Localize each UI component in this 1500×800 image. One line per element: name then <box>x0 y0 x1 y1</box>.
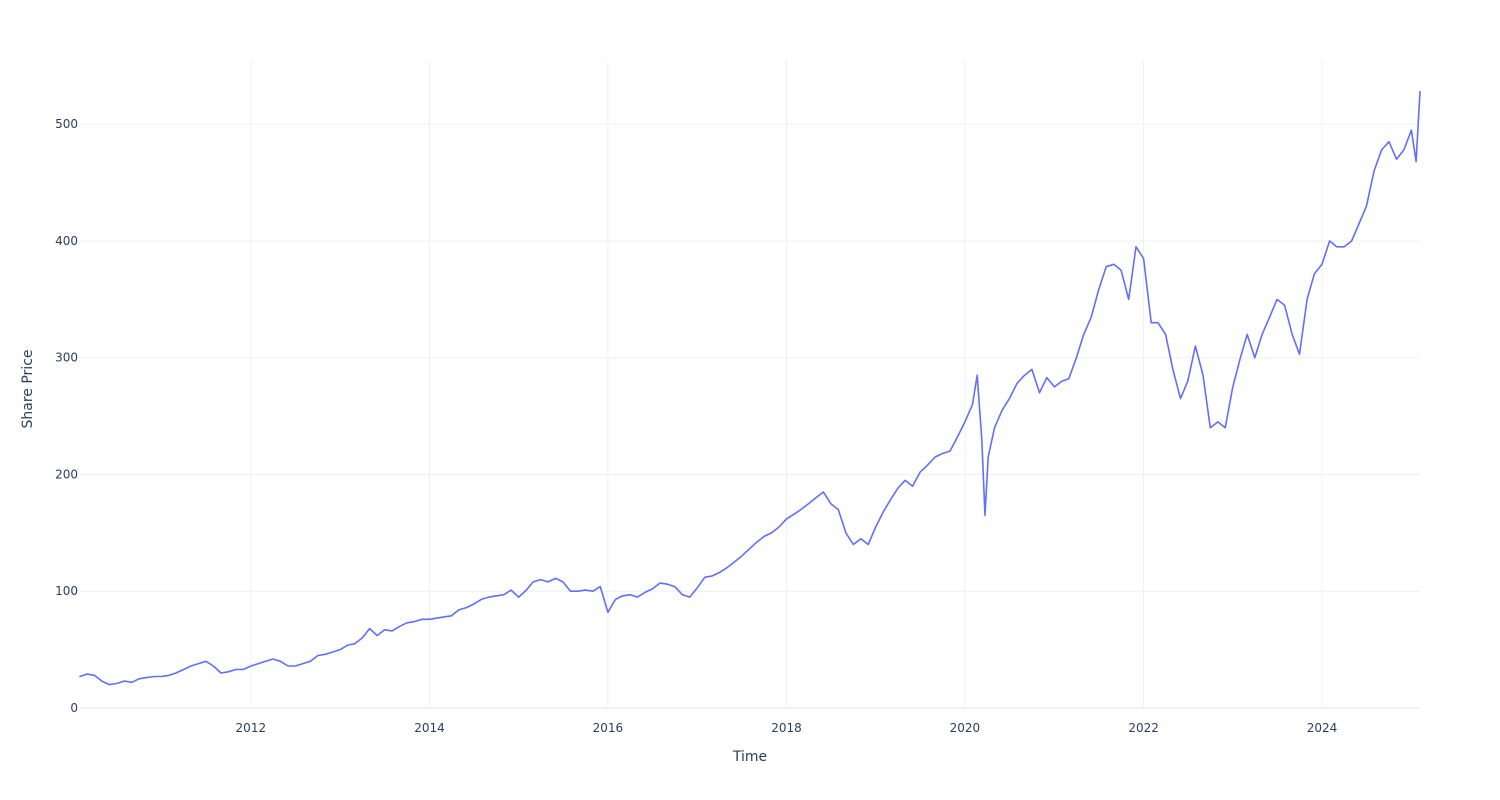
y-axis-ticks: 0 100 200 300 400 500 <box>55 117 78 715</box>
x-tick-label: 2016 <box>593 721 624 735</box>
y-axis-title: Share Price <box>20 349 36 428</box>
share-price-series-line <box>79 90 1421 686</box>
x-axis-ticks: 2012 2014 2016 2018 2020 2022 2024 <box>236 721 1338 735</box>
y-tick-label: 300 <box>55 351 78 365</box>
x-tick-label: 2024 <box>1307 721 1338 735</box>
y-tick-label: 200 <box>55 467 78 481</box>
y-tick-label: 500 <box>55 117 78 131</box>
x-tick-label: 2018 <box>771 721 802 735</box>
x-tick-label: 2014 <box>414 721 445 735</box>
x-axis-title: Time <box>732 749 767 765</box>
gridlines <box>80 60 1420 709</box>
y-tick-label: 0 <box>70 701 78 715</box>
y-tick-label: 400 <box>55 234 78 248</box>
y-tick-label: 100 <box>55 584 78 598</box>
x-tick-label: 2022 <box>1128 721 1159 735</box>
x-tick-label: 2012 <box>236 721 267 735</box>
x-tick-label: 2020 <box>950 721 981 735</box>
